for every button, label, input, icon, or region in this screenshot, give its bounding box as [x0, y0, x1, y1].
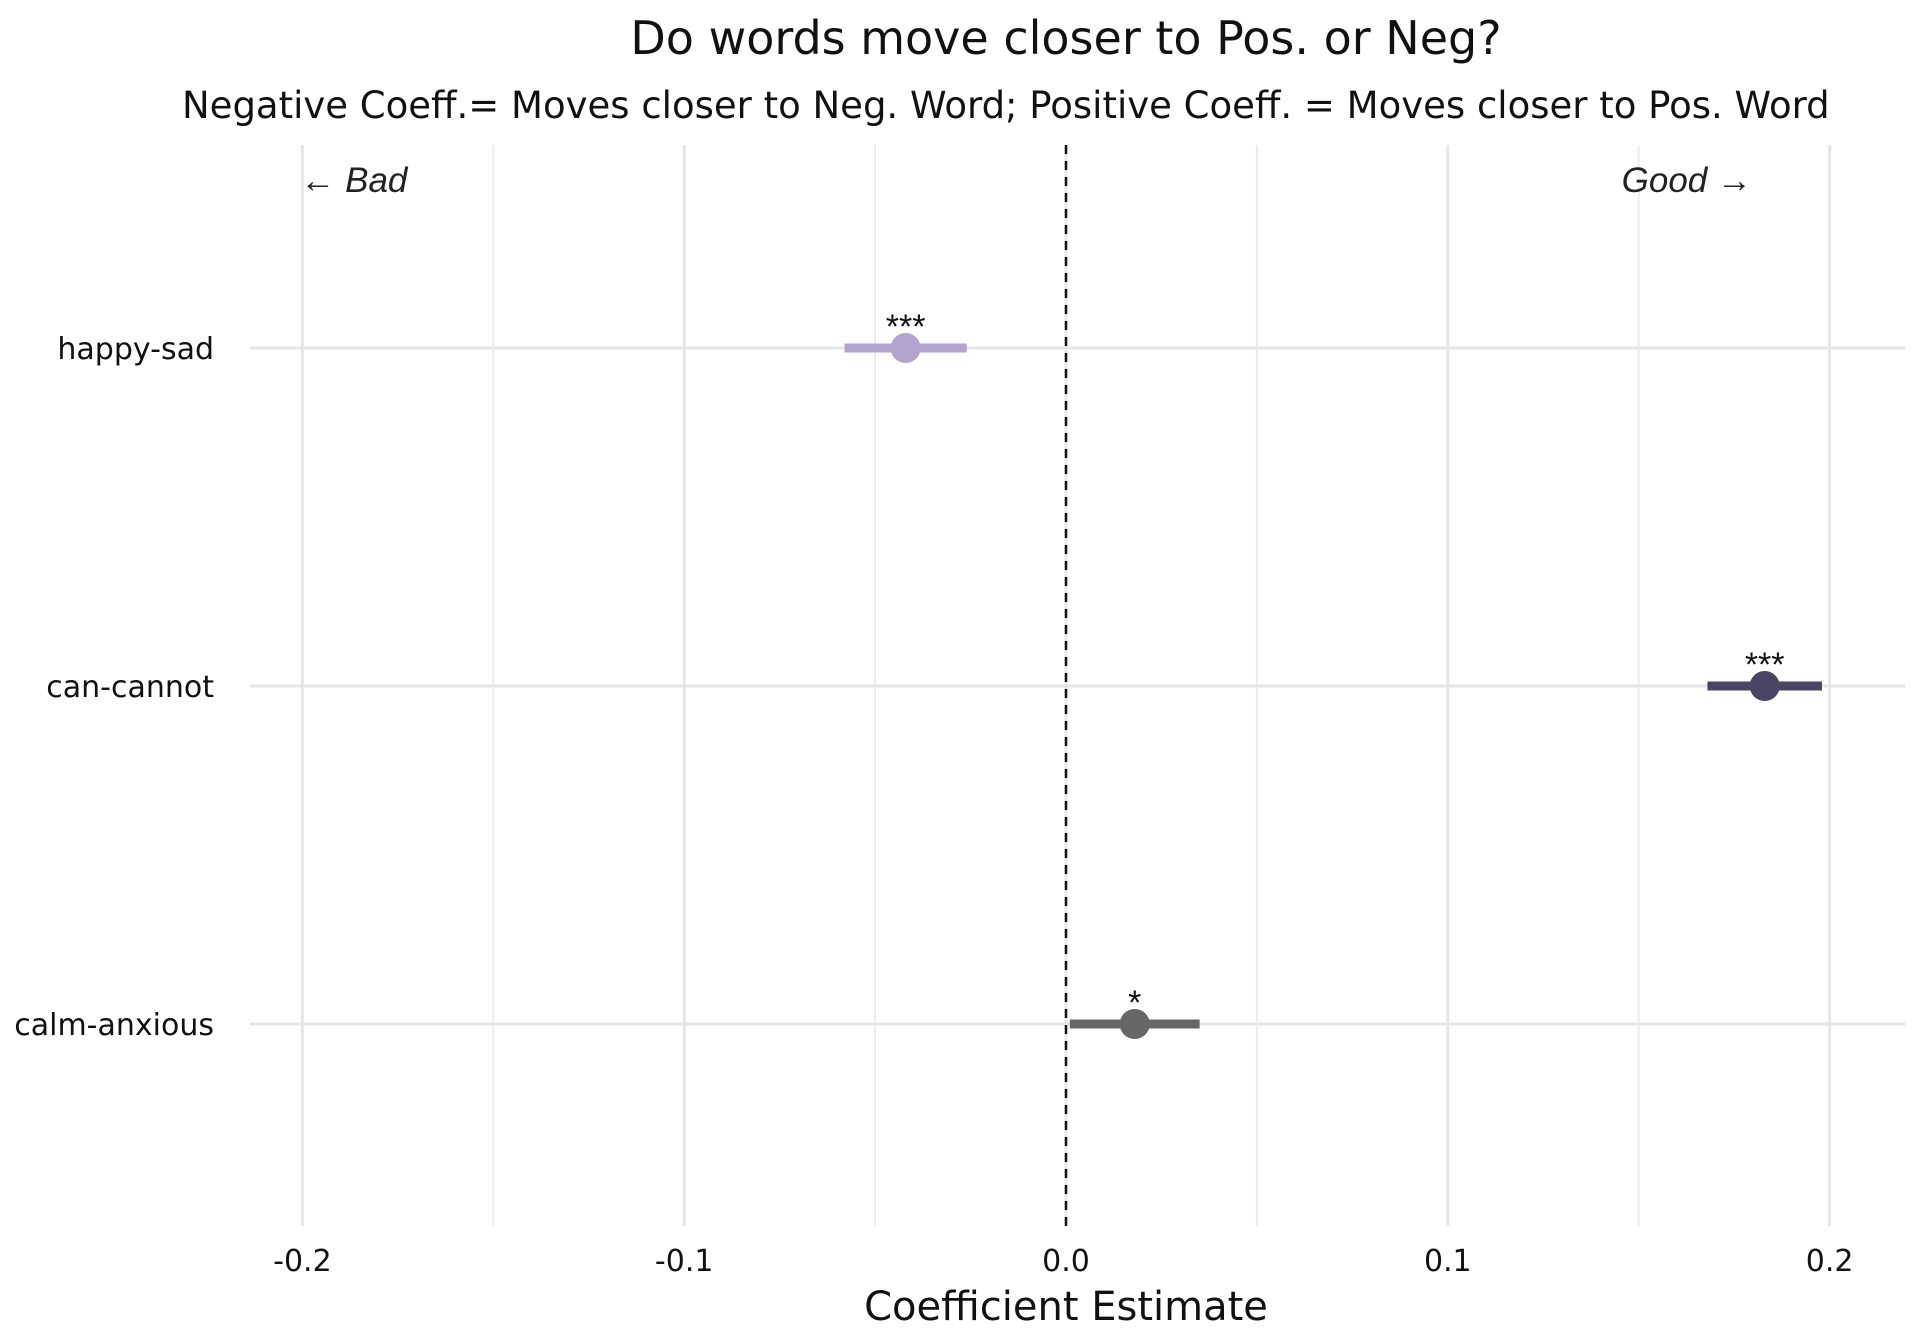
grid	[250, 145, 1905, 1226]
chart-subtitle: Negative Coeff.= Moves closer to Neg. Wo…	[182, 84, 1830, 127]
chart-title: Do words move closer to Pos. or Neg?	[630, 11, 1501, 65]
y-tick-label-happy-sad: happy-sad	[57, 332, 214, 367]
y-axis-labels: happy-sad can-cannot calm-anxious	[14, 332, 214, 1043]
y-tick-label-can-cannot: can-cannot	[46, 670, 214, 705]
x-tick-label: -0.1	[655, 1244, 714, 1279]
bad-direction-annotation: ← Bad	[300, 161, 409, 200]
point-estimate-calm-anxious	[1119, 1009, 1150, 1039]
significance-label-happy-sad: ***	[886, 308, 926, 346]
x-axis-tick-labels: -0.2 -0.1 0.0 0.1 0.2	[273, 1244, 1853, 1279]
x-tick-label: -0.2	[273, 1244, 332, 1279]
y-tick-label-calm-anxious: calm-anxious	[14, 1008, 214, 1043]
data-marks: *******	[844, 308, 1822, 1039]
point-estimate-happy-sad	[890, 333, 921, 363]
significance-label-calm-anxious: *	[1128, 984, 1141, 1022]
good-direction-annotation: Good →	[1622, 161, 1752, 200]
point-estimate-can-cannot	[1749, 671, 1780, 701]
x-tick-label: 0.1	[1424, 1244, 1472, 1279]
x-axis-title: Coefficient Estimate	[864, 1284, 1268, 1330]
x-tick-label: 0.2	[1806, 1244, 1854, 1279]
significance-label-can-cannot: ***	[1745, 646, 1785, 684]
x-tick-label: 0.0	[1042, 1244, 1090, 1279]
